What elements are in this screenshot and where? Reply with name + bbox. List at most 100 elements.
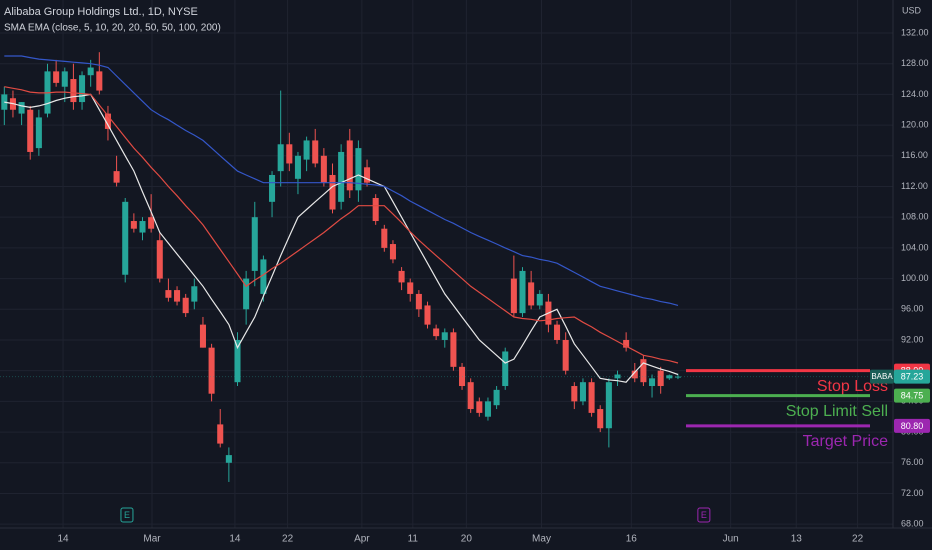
candle-body [312,140,319,164]
candle-body [657,370,664,387]
y-tick-label: 116.00 [901,150,928,160]
x-tick-label: Apr [354,534,370,545]
candle-body [243,278,250,310]
y-tick-label: 128.00 [901,58,929,68]
y-tick-label: 76.00 [901,457,924,467]
y-tick-label: 132.00 [901,27,929,37]
y-tick-label: 96.00 [901,304,924,314]
y-tick-label: 112.00 [901,181,928,191]
candle-body [424,305,431,325]
x-tick-label: Mar [143,534,161,545]
candle-body [35,117,42,149]
candle-body [493,389,500,406]
candle-body [364,167,371,183]
order-label: Target Price [803,433,888,450]
y-tick-label: 92.00 [901,334,924,344]
candle-body [225,455,232,463]
candle-body [338,151,345,202]
candle-body [182,297,189,314]
x-tick-label: May [532,534,551,545]
candle-body [251,217,258,271]
y-tick-label: 68.00 [901,519,924,529]
candle-body [260,259,267,294]
x-tick-label: 14 [57,534,69,545]
candle-body [510,278,517,314]
y-tick-label: 104.00 [901,242,929,252]
candle-body [467,382,474,410]
y-tick-label: 124.00 [901,89,929,99]
candle-body [53,71,60,83]
symbol-badge [870,369,894,384]
candle-body [113,171,120,183]
indicator-legend: SMA EMA (close, 5, 10, 20, 20, 50, 50, 1… [4,23,221,34]
price-badge-label: 80.80 [901,421,924,431]
price-badge-label: 87.23 [901,371,924,381]
symbol-badge-label: BABA [871,372,893,381]
x-tick-label: 16 [626,534,638,545]
candle-body [674,376,681,378]
candle-body [415,293,422,310]
candle-body [156,240,163,279]
candle-body [277,144,284,172]
candle-body [320,155,327,183]
candle-body [122,201,129,275]
candle-body [294,155,301,179]
candle-body [381,228,388,248]
currency: USD [902,5,922,15]
candle-body [329,174,336,210]
event-label: E [124,510,130,520]
candle-body [484,401,491,417]
candle-body [199,324,206,348]
candle-body [536,293,543,306]
candle-body [528,282,535,306]
candle-body [208,347,215,394]
x-tick-label: 22 [852,534,864,545]
price-badge [894,388,930,403]
candle-body [649,378,656,387]
candle-body [450,332,457,367]
candle-body [605,382,612,429]
price-badge [894,418,930,433]
candle-body [623,339,630,348]
candle-body [148,217,155,229]
candle-body [441,332,448,340]
candle-body [61,71,68,87]
x-tick-label: Jun [723,534,739,545]
candle-body [70,79,77,103]
candle-body [640,359,647,383]
candle-body [174,290,181,302]
candle-body [407,282,414,294]
candle-body [346,140,353,191]
x-tick-label: 20 [461,534,473,545]
price-badge-label: 84.75 [901,390,924,400]
candle-body [191,286,198,302]
candle-body [355,148,362,191]
candle-body [303,140,310,160]
candle-body [502,351,509,387]
y-tick-label: 120.00 [901,119,929,129]
candle-body [459,366,466,387]
y-tick-label: 100.00 [901,273,929,283]
candle-body [130,221,137,229]
candle-body [27,109,34,152]
candle-body [234,339,241,383]
candle-body [579,382,586,402]
candle-body [139,221,146,233]
chart-title: Alibaba Group Holdings Ltd., 1D, NYSE [4,6,198,18]
candle-body [588,382,595,413]
y-tick-label: 108.00 [901,212,929,222]
moving-average-line [4,86,679,364]
candle-body [554,324,561,340]
candle-body [571,386,578,402]
candle-body [433,328,440,337]
event-marker [120,507,134,523]
moving-average-line [4,55,679,306]
candle-body [631,370,638,379]
candle-body [79,75,86,103]
candle-body [96,71,103,91]
candle-body [217,424,224,444]
candle-body [389,244,396,260]
candle-body [562,339,569,371]
event-marker [697,507,711,523]
